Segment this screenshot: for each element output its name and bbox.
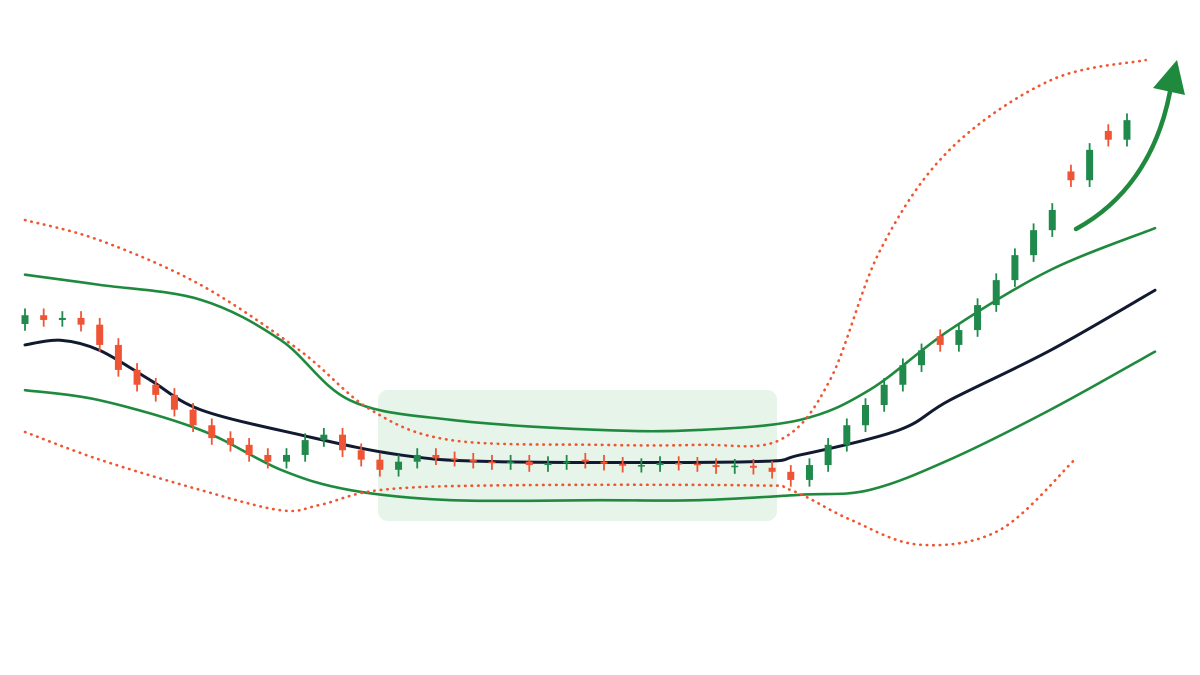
- candle-body: [152, 384, 160, 395]
- candle-body: [992, 280, 1000, 306]
- candle-body: [787, 471, 795, 480]
- candle-body: [170, 394, 178, 410]
- candle-body: [301, 440, 309, 455]
- candle-body: [619, 463, 627, 466]
- candle-body: [918, 350, 926, 366]
- candle-body: [395, 461, 403, 470]
- band-line: [23, 288, 1157, 465]
- bands: [23, 58, 1157, 547]
- candle-body: [264, 454, 272, 462]
- candle-body: [974, 305, 982, 331]
- candle-body: [339, 434, 347, 451]
- candle-body: [208, 425, 216, 439]
- candle-body: [768, 467, 776, 472]
- candle-body: [525, 461, 533, 466]
- candle-body: [544, 463, 552, 466]
- candle-body: [675, 463, 683, 465]
- candle-body: [1067, 171, 1075, 181]
- dotted-band: [23, 58, 1147, 448]
- candle-body: [656, 463, 664, 466]
- candle-body: [843, 425, 851, 445]
- candle-body: [376, 459, 384, 470]
- candle-body: [1104, 130, 1112, 140]
- candle-body: [21, 315, 29, 324]
- candle-body: [58, 317, 66, 320]
- candle-body: [693, 463, 701, 466]
- candle-body: [40, 315, 48, 320]
- candle-body: [96, 324, 104, 345]
- candle-body: [133, 369, 141, 385]
- candle-body: [712, 465, 720, 468]
- candle-body: [488, 461, 496, 464]
- band-line: [23, 350, 1157, 503]
- dotted-band: [23, 430, 1076, 547]
- candle-body: [600, 461, 608, 464]
- band-line: [23, 226, 1157, 433]
- candle-body: [1086, 149, 1094, 181]
- candle-body: [955, 330, 963, 345]
- candle-body: [226, 438, 234, 445]
- candle-body: [469, 459, 477, 462]
- candle-body: [824, 444, 832, 466]
- arrow-head: [1153, 60, 1185, 95]
- candle-body: [432, 454, 440, 459]
- candle-body: [936, 336, 944, 345]
- candle-body: [507, 461, 515, 464]
- candle-body: [1048, 209, 1056, 231]
- arrow-shaft: [1073, 77, 1175, 232]
- candle-body: [451, 458, 459, 460]
- candle-body: [357, 450, 365, 460]
- candle-body: [282, 454, 290, 462]
- candle-body: [731, 465, 739, 468]
- candle-body: [637, 465, 645, 467]
- candle-body: [805, 465, 813, 480]
- candle-body: [563, 461, 571, 464]
- candle-body: [581, 459, 589, 462]
- candle-body: [320, 434, 328, 441]
- candle-body: [413, 454, 421, 462]
- candle-body: [899, 365, 907, 385]
- candle-body: [1123, 120, 1131, 140]
- candles: [21, 113, 1131, 487]
- candle-body: [245, 444, 253, 455]
- candle-body: [880, 384, 888, 405]
- candle-body: [114, 344, 122, 370]
- candle-body: [861, 405, 869, 426]
- candle-body: [1011, 255, 1019, 281]
- candle-body: [189, 409, 197, 426]
- candle-body: [1030, 230, 1038, 256]
- trend-arrow: [1073, 60, 1185, 232]
- candle-body: [749, 465, 757, 468]
- candle-body: [77, 317, 85, 325]
